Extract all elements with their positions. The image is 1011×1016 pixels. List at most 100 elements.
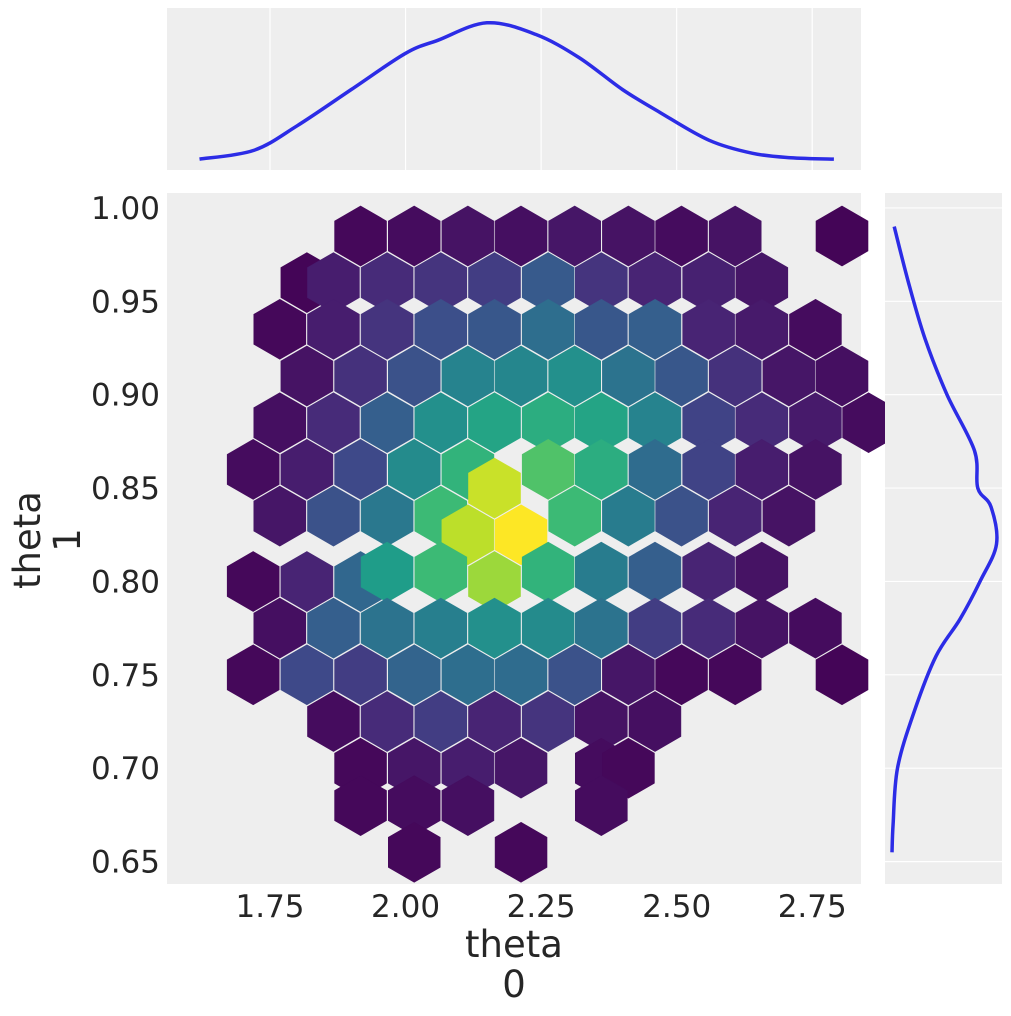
- hexbin-cell: [253, 597, 307, 659]
- hexbin-cell: [468, 597, 521, 659]
- hexbin-cell: [548, 485, 602, 547]
- hexbin-cell: [655, 644, 708, 706]
- hexbin-cell: [602, 485, 655, 547]
- hexbin-cell: [360, 691, 414, 752]
- hexbin-cell: [226, 551, 280, 612]
- hexbin-cell: [762, 345, 816, 407]
- hexbin-cell: [815, 345, 869, 407]
- hexbin-cell: [815, 644, 869, 706]
- hexbin-cell: [789, 439, 842, 500]
- hexbin-cell: [387, 345, 441, 407]
- hexbin-cell: [360, 298, 414, 360]
- hexbin-cell: [708, 644, 762, 706]
- hexbin-cell: [494, 821, 548, 883]
- hexbin-cell: [521, 439, 575, 500]
- hexbin-cell: [682, 298, 735, 360]
- x-tick-label: 2.75: [778, 889, 847, 925]
- hexbin-cell: [441, 644, 495, 706]
- hexbin-cell: [360, 392, 414, 454]
- hexbin-cell: [334, 644, 387, 706]
- marginal-y-panel: [885, 193, 1002, 884]
- hexbin-cell: [334, 345, 387, 407]
- hexbin-cell: [468, 392, 521, 454]
- hexbin-cell: [574, 439, 628, 500]
- hexbin-cell: [521, 298, 575, 360]
- y-tick-label: 0.90: [91, 378, 160, 414]
- hexbin-cell: [574, 597, 628, 659]
- hexbin-cell: [682, 597, 735, 659]
- hexbin-cell: [628, 597, 682, 659]
- hexbin-cell: [387, 821, 441, 883]
- hexbin-panel: 1.75 2.00 2.25 2.50 2.75 0.65 0.70 0.75 0.80 0.8…: [91, 191, 895, 925]
- hexbin-cell: [441, 345, 495, 407]
- hexbin-cell: [655, 205, 708, 267]
- hexbin-cell: [708, 345, 762, 407]
- y-tick-label: 0.80: [91, 564, 160, 600]
- hexbin-cell: [708, 205, 762, 267]
- hexbin-cell: [602, 205, 655, 267]
- hexbin-cell: [735, 597, 789, 659]
- hexbin-cell: [414, 691, 468, 752]
- hexbin-cell: [307, 691, 360, 752]
- x-tick-label: 2.50: [642, 889, 711, 925]
- hexbin-cell: [548, 205, 602, 267]
- hexbin-cell: [441, 205, 495, 267]
- hexbin-cell: [521, 597, 575, 659]
- hexbin-cell: [414, 298, 468, 360]
- hexbin-cell: [815, 205, 869, 267]
- marginal-y-grid: [885, 207, 1002, 863]
- x-tick-labels: 1.75 2.00 2.25 2.50 2.75: [236, 889, 847, 925]
- hexbin-cell: [441, 504, 495, 566]
- hexbin-cell: [494, 205, 548, 267]
- marginal-x-kde-line: [199, 21, 834, 161]
- hexbin-cell: [628, 298, 682, 360]
- hexbin-cell: [574, 298, 628, 360]
- x-axis-label: theta 0: [465, 923, 563, 1006]
- x-tick-label: 1.75: [236, 889, 305, 925]
- hexbin-cell: [494, 504, 548, 566]
- hexbin-cell: [655, 485, 708, 547]
- x-tick-label: 2.00: [371, 889, 440, 925]
- hexbin-cell: [226, 644, 280, 706]
- hexbin-cell: [655, 345, 708, 407]
- hexbin-cell: [253, 298, 307, 360]
- hexbin-cell: [334, 775, 387, 836]
- hexbin-cell: [468, 691, 521, 752]
- x-tick-label: 2.25: [507, 889, 576, 925]
- hexbin-cell: [468, 298, 521, 360]
- hexbin-cell: [441, 775, 495, 836]
- hexbin-cell: [789, 597, 842, 659]
- hexbin-cell: [548, 644, 602, 706]
- marginal-y-background: [885, 193, 1002, 884]
- hexbin-cell: [494, 345, 548, 407]
- y-tick-label: 0.65: [91, 845, 160, 881]
- hexbin-cell: [307, 392, 360, 454]
- marginal-x-panel: [167, 8, 861, 170]
- hexbin-cell: [628, 439, 682, 500]
- hexbin-cell: [602, 345, 655, 407]
- y-tick-label: 0.75: [91, 658, 160, 694]
- hexbin-cell: [280, 345, 334, 407]
- hexbin-cell: [387, 205, 441, 267]
- hexbin-cell: [735, 439, 789, 500]
- y-tick-label: 0.70: [91, 751, 160, 787]
- hexbin-cell: [307, 597, 360, 659]
- hexbin-cell: [628, 691, 682, 752]
- y-tick-label: 1.00: [91, 191, 160, 227]
- hexbin-cell: [494, 644, 548, 706]
- hexbin-cell: [387, 439, 441, 500]
- marginal-x-background: [167, 8, 861, 170]
- hexbin-cell: [468, 457, 521, 519]
- hexbin-cell: [334, 439, 387, 500]
- hexbin-cell: [735, 298, 789, 360]
- hexbin-cell: [307, 298, 360, 360]
- hexbin-cell: [253, 392, 307, 454]
- hexbin-cell: [414, 597, 468, 659]
- hexbin-cell: [307, 485, 360, 547]
- hexbin-cell: [226, 439, 280, 500]
- hexbin-cell: [602, 737, 655, 799]
- hexbin-cell: [360, 597, 414, 659]
- hexbin-cell: [494, 737, 548, 799]
- hexbin-cell: [280, 644, 334, 706]
